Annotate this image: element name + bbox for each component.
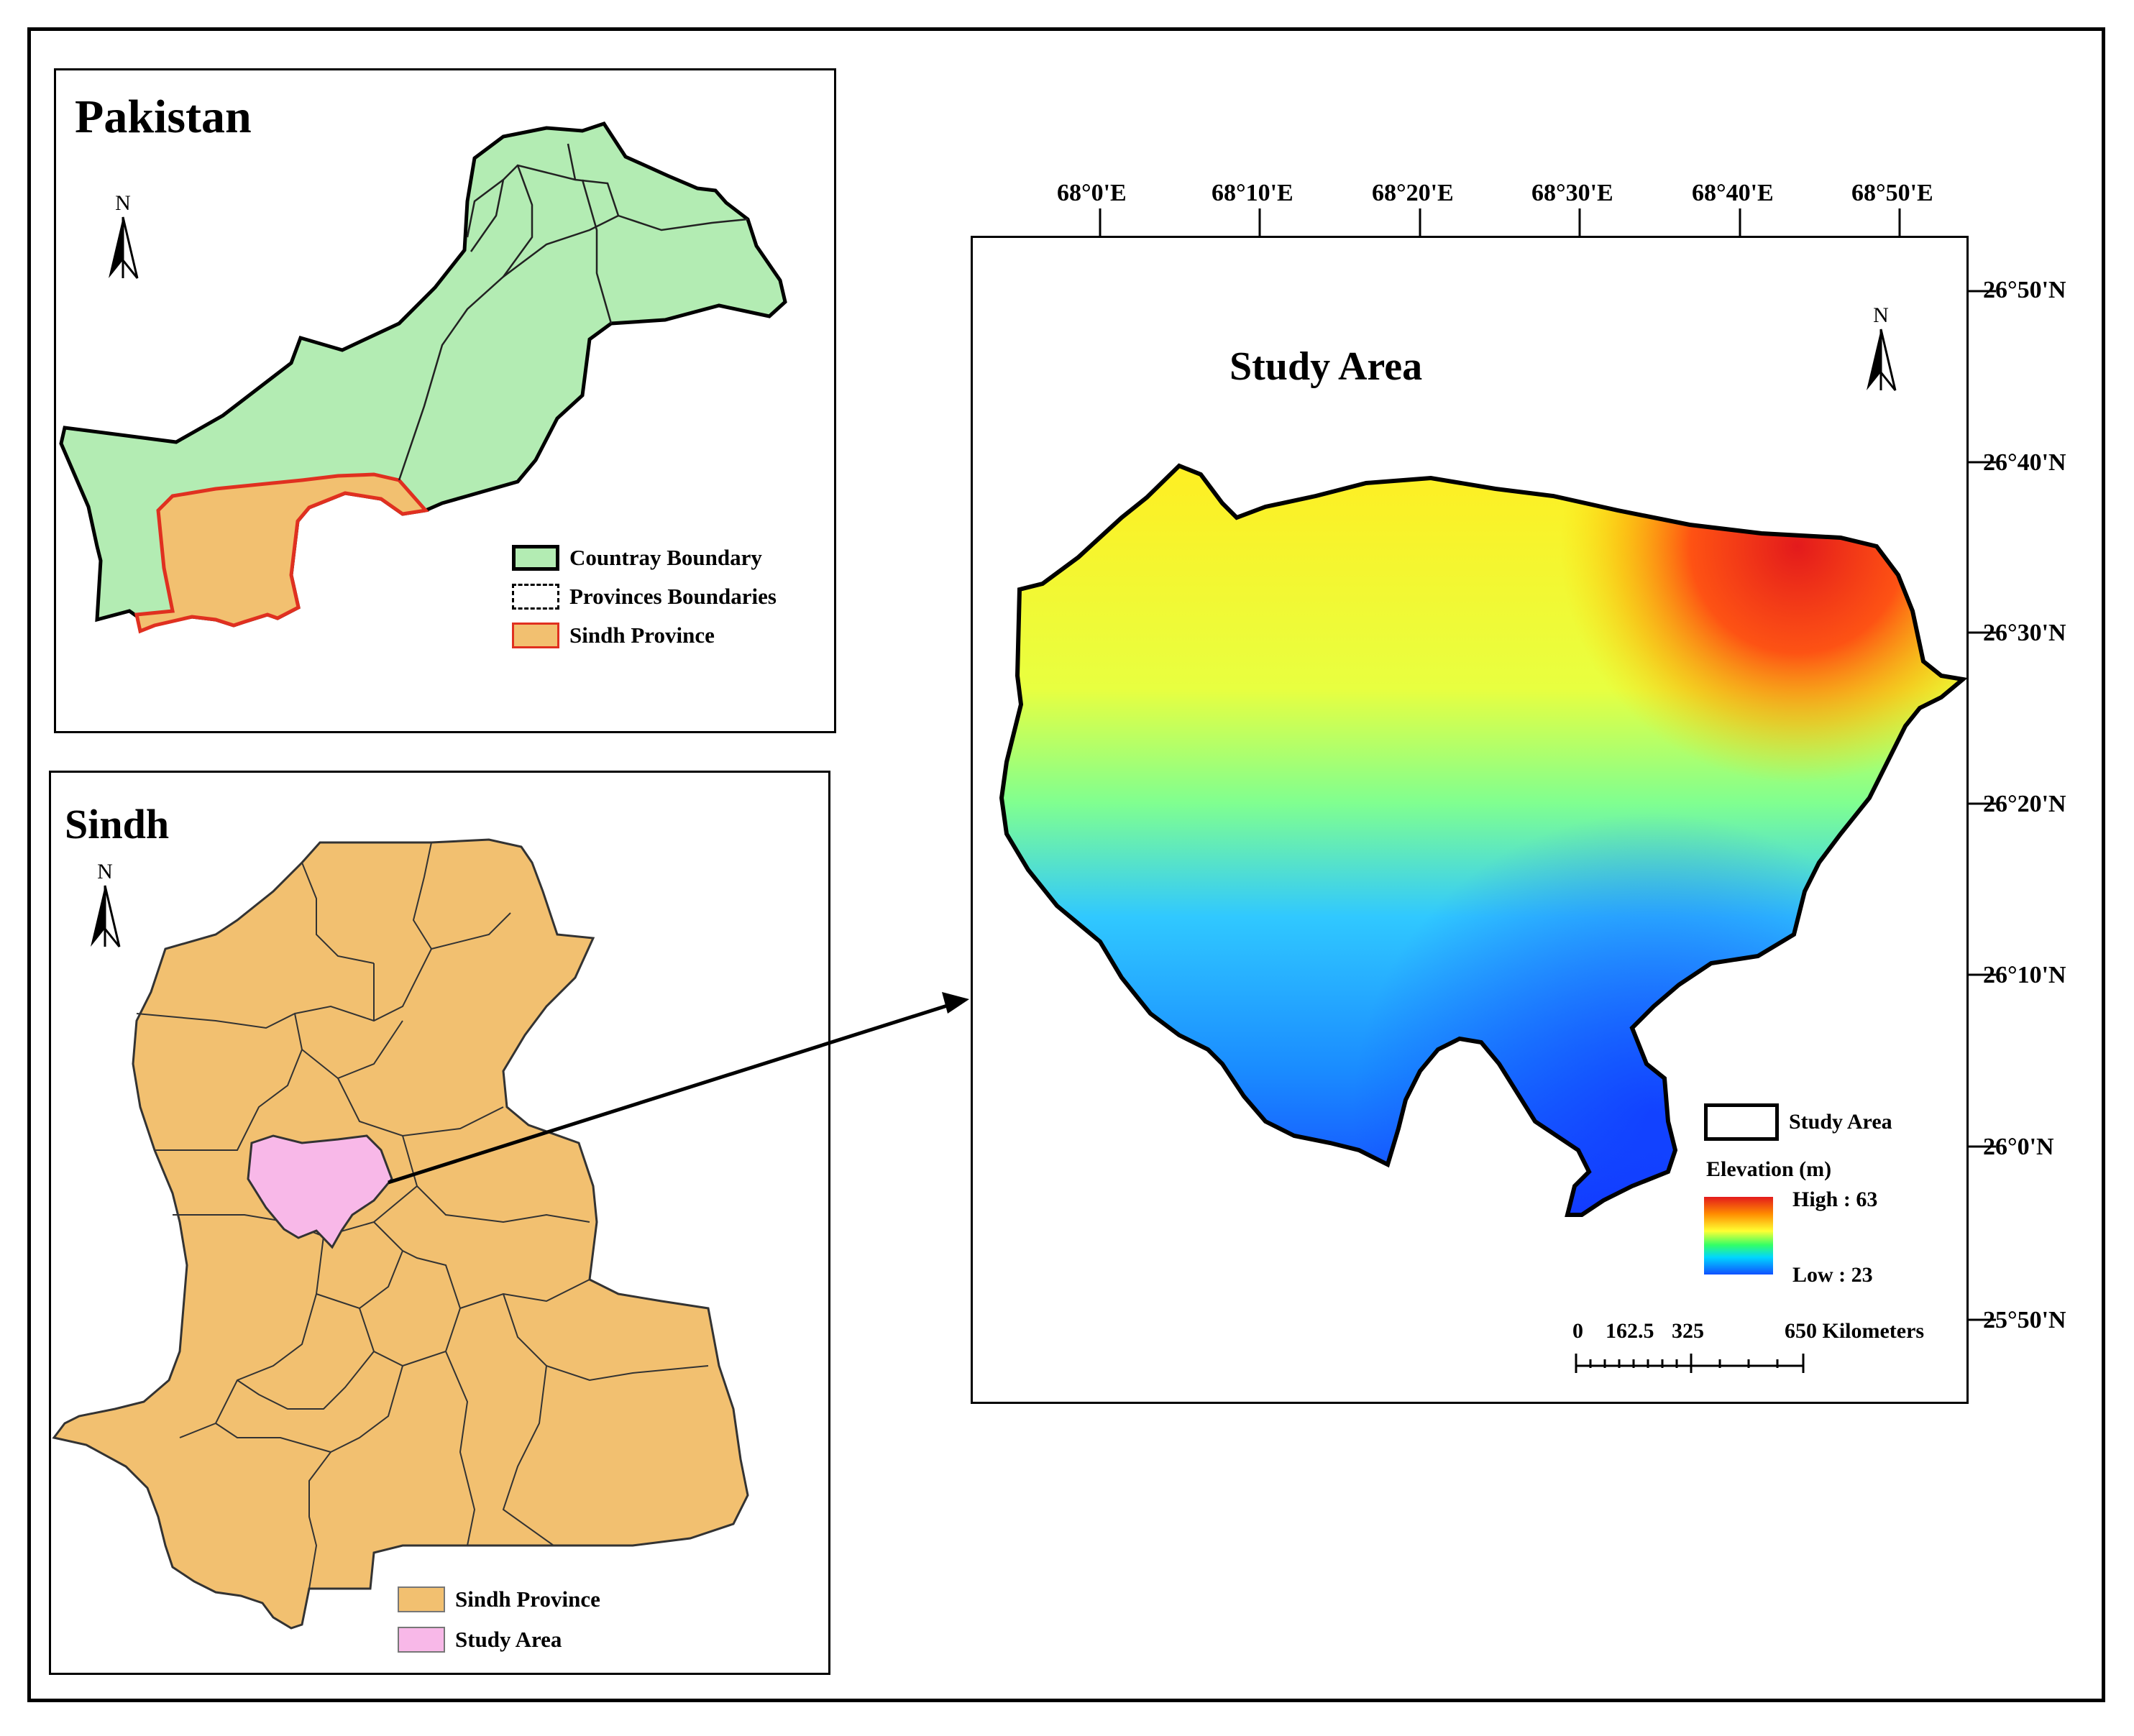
legend-label-study-area: Study Area bbox=[455, 1627, 562, 1652]
sindh-map bbox=[52, 838, 749, 1630]
legend-label-sindh: Sindh Province bbox=[569, 623, 715, 648]
legend-country-boundary: Countray Boundary bbox=[512, 545, 762, 571]
legend-label-study-area: Study Area bbox=[1789, 1110, 1892, 1134]
legend-swatch-sindh bbox=[398, 1586, 445, 1612]
north-arrow-icon: N bbox=[109, 191, 139, 279]
latitude-label: 26°50'N bbox=[1983, 277, 2066, 303]
legend-label-provinces: Provinces Boundaries bbox=[569, 584, 777, 609]
elevation-low-label: Low : 23 bbox=[1792, 1263, 1873, 1287]
legend-swatch-study-area bbox=[398, 1627, 445, 1653]
north-arrow-icon: N bbox=[91, 860, 121, 947]
legend-swatch-study-outline bbox=[1704, 1103, 1779, 1141]
scale-label-0: 0 bbox=[1572, 1319, 1583, 1343]
scale-label-650: 650 Kilometers bbox=[1785, 1319, 1925, 1343]
scale-label-325: 325 bbox=[1672, 1319, 1704, 1343]
longitude-label: 68°50'E bbox=[1851, 180, 1933, 206]
legend-label-country: Countray Boundary bbox=[569, 545, 762, 570]
longitude-label: 68°0'E bbox=[1057, 180, 1127, 206]
sindh-province-shape bbox=[134, 472, 429, 634]
sindh-title: Sindh bbox=[65, 801, 170, 848]
elevation-legend-title: Elevation (m) bbox=[1706, 1157, 1832, 1181]
north-label: N bbox=[97, 860, 113, 883]
latitude-label: 26°10'N bbox=[1983, 962, 2066, 988]
north-label: N bbox=[115, 191, 131, 215]
legend-swatch-sindh bbox=[512, 623, 559, 648]
pakistan-map bbox=[59, 121, 787, 634]
longitude-label: 68°30'E bbox=[1531, 180, 1613, 206]
latitude-label: 26°40'N bbox=[1983, 449, 2066, 476]
legend-sindh-province: Sindh Province bbox=[512, 623, 715, 648]
legend-swatch-provinces bbox=[512, 584, 559, 610]
legend-sindh-province: Sindh Province bbox=[398, 1586, 600, 1612]
legend-swatch-country bbox=[512, 545, 559, 571]
legend-label-sindh: Sindh Province bbox=[455, 1586, 600, 1612]
elevation-color-ramp bbox=[1704, 1197, 1773, 1275]
latitude-label: 26°20'N bbox=[1983, 791, 2066, 817]
scale-label-162: 162.5 bbox=[1606, 1319, 1654, 1343]
legend-study-area-outline: Study Area bbox=[1704, 1103, 1892, 1141]
province-boundaries bbox=[398, 143, 748, 481]
legend-province-boundaries: Provinces Boundaries bbox=[512, 584, 777, 610]
north-arrow-icon: N bbox=[1867, 303, 1897, 391]
legend-study-area: Study Area bbox=[398, 1627, 562, 1653]
pakistan-title: Pakistan bbox=[75, 91, 252, 143]
study-area-shape bbox=[247, 1134, 393, 1249]
longitude-label: 68°20'E bbox=[1372, 180, 1454, 206]
pakistan-panel bbox=[54, 68, 836, 733]
latitude-label: 26°30'N bbox=[1983, 620, 2066, 646]
longitude-label: 68°40'E bbox=[1692, 180, 1774, 206]
latitude-label: 25°50'N bbox=[1983, 1307, 2066, 1333]
map-frame bbox=[27, 27, 2105, 1702]
longitude-label: 68°10'E bbox=[1212, 180, 1293, 206]
scale-bar bbox=[1575, 1354, 1805, 1373]
study-area-title: Study Area bbox=[1229, 344, 1423, 389]
north-label: N bbox=[1873, 303, 1889, 327]
elevation-high-label: High : 63 bbox=[1792, 1188, 1878, 1211]
